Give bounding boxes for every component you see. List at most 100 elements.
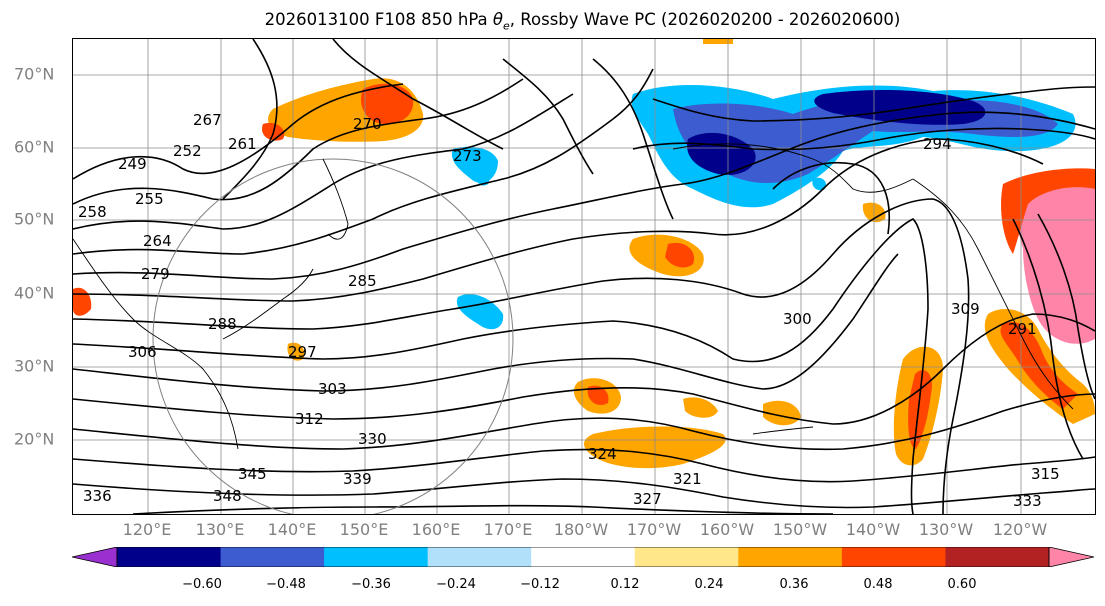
lon-label-170w: 170°W bbox=[626, 520, 682, 539]
pink-anomaly-north-america bbox=[1015, 177, 1095, 344]
contour-label: 306 bbox=[128, 343, 157, 361]
lon-label-170e: 170°E bbox=[483, 520, 533, 539]
coastline-alaska bbox=[672, 143, 914, 193]
colorbar-tick: −0.48 bbox=[266, 577, 306, 592]
figure-title: 2026013100 F108 850 hPa θe, Rossby Wave … bbox=[0, 10, 1105, 32]
contour-label: 270 bbox=[353, 115, 382, 133]
contour-label: 315 bbox=[1031, 465, 1060, 483]
lon-label-160w: 160°W bbox=[699, 520, 755, 539]
red-anomaly-siberia bbox=[360, 83, 414, 124]
contour-label: 324 bbox=[588, 445, 617, 463]
red-anomaly-central-pacific bbox=[587, 385, 609, 406]
contour-line bbox=[73, 393, 1095, 451]
map-svg: 249 255 258 264 267 270 273 279 285 288 … bbox=[73, 39, 1095, 514]
lat-label-50n: 50°N bbox=[14, 209, 55, 229]
colorbar-tick: 0.24 bbox=[694, 577, 724, 592]
colorbar-swatch bbox=[841, 547, 946, 567]
orange-anomaly-small-2 bbox=[73, 287, 92, 316]
lat-label-60n: 60°N bbox=[14, 137, 55, 157]
contour-line bbox=[73, 198, 970, 514]
title-product: , Rossby Wave PC (2026020200 - 202602060… bbox=[509, 10, 901, 29]
colorbar-tick: −0.60 bbox=[182, 577, 222, 592]
contour-labels: 249 255 258 264 267 270 273 279 285 288 … bbox=[78, 111, 1060, 510]
contour-label: 261 bbox=[228, 135, 257, 153]
orange-anomaly-top bbox=[703, 39, 733, 44]
colorbar-tick: 0.48 bbox=[863, 577, 893, 592]
contour-label: 264 bbox=[143, 232, 172, 250]
contour-label: 255 bbox=[135, 190, 164, 208]
contour-label: 258 bbox=[78, 203, 107, 221]
contour-line bbox=[73, 68, 654, 255]
colorbar-swatch bbox=[427, 547, 532, 567]
contour-label: 300 bbox=[783, 310, 812, 328]
contour-line bbox=[73, 78, 524, 205]
contour-line bbox=[73, 448, 1095, 483]
contour-label: 309 bbox=[951, 300, 980, 318]
contour-line bbox=[652, 86, 1095, 122]
coastline-hawaii bbox=[752, 426, 814, 435]
contour-line bbox=[132, 504, 834, 514]
positive-anomaly-shading bbox=[73, 39, 1095, 469]
orange-anomaly-hawaii bbox=[683, 397, 718, 418]
title-level: 850 hPa bbox=[421, 10, 488, 29]
lat-label-20n: 20°N bbox=[14, 429, 55, 449]
contour-label: 249 bbox=[118, 155, 147, 173]
contour-line bbox=[73, 218, 929, 514]
lon-label-180w: 180°W bbox=[553, 520, 609, 539]
contour-line bbox=[73, 253, 899, 392]
theta-e-contours bbox=[73, 39, 1095, 514]
contour-label: 330 bbox=[358, 430, 387, 448]
lat-label-40n: 40°N bbox=[14, 283, 55, 303]
contour-label: 285 bbox=[348, 272, 377, 290]
contour-label: 321 bbox=[673, 470, 702, 488]
contour-label: 345 bbox=[238, 465, 267, 483]
lon-label-140e: 140°E bbox=[267, 520, 317, 539]
colorbar-swatch bbox=[220, 547, 325, 567]
contour-label: 279 bbox=[141, 265, 170, 283]
colorbar-extend-max bbox=[1048, 547, 1094, 567]
contour-label: 339 bbox=[343, 470, 372, 488]
colorbar-swatch bbox=[117, 547, 222, 567]
colorbar-tick: 0.12 bbox=[610, 577, 640, 592]
contour-line bbox=[73, 313, 1095, 425]
contour-line bbox=[73, 138, 1044, 302]
colorbar-extend-min bbox=[72, 547, 118, 567]
blue-anomaly-sea-of-okhotsk bbox=[451, 146, 498, 183]
colorbar-swatch bbox=[531, 547, 636, 567]
title-variable-symbol: θ bbox=[492, 10, 504, 29]
contour-line bbox=[73, 93, 574, 230]
contour-label: 288 bbox=[208, 315, 237, 333]
contour-label: 312 bbox=[295, 410, 324, 428]
red-anomaly-west-coast bbox=[1000, 321, 1078, 409]
colorbar-swatch bbox=[738, 547, 843, 567]
title-init: 2026013100 bbox=[264, 10, 370, 29]
lon-label-150e: 150°E bbox=[339, 520, 389, 539]
colorbar-tick: −0.12 bbox=[520, 577, 560, 592]
contour-label: 297 bbox=[288, 343, 317, 361]
contour-line bbox=[332, 39, 504, 150]
map-gridlines bbox=[73, 39, 1095, 514]
contour-label: 267 bbox=[193, 111, 222, 129]
contour-line bbox=[73, 478, 1095, 509]
lon-label-130e: 130°E bbox=[195, 520, 245, 539]
title-forecast: F108 bbox=[374, 10, 416, 29]
lat-label-30n: 30°N bbox=[14, 356, 55, 376]
lon-label-140w: 140°W bbox=[845, 520, 901, 539]
contour-line bbox=[772, 161, 890, 235]
red-anomaly-north-america bbox=[1001, 168, 1095, 254]
contour-line bbox=[73, 83, 404, 180]
coastlines bbox=[73, 143, 1074, 450]
red-anomaly-aleutian bbox=[665, 242, 695, 268]
coastline-asia bbox=[73, 238, 239, 450]
contour-label: 291 bbox=[1008, 320, 1037, 338]
lon-label-120w: 120°W bbox=[992, 520, 1048, 539]
contour-line bbox=[502, 58, 594, 175]
contour-label: 294 bbox=[923, 135, 952, 153]
contour-line bbox=[222, 39, 278, 200]
colorbar-swatch bbox=[945, 547, 1050, 567]
contour-label: 327 bbox=[633, 490, 662, 508]
colorbar bbox=[72, 547, 1094, 567]
colorbar-tick: −0.24 bbox=[436, 577, 476, 592]
contour-label: 303 bbox=[318, 380, 347, 398]
coastline-north-america bbox=[912, 178, 1074, 410]
